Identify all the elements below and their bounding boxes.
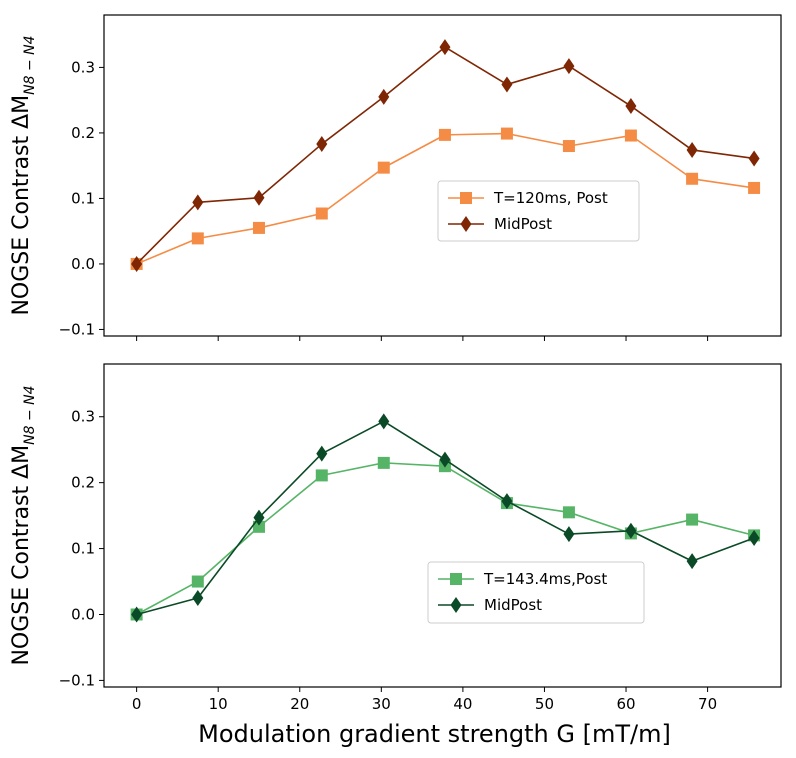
bottom-series-1-point <box>315 469 328 482</box>
bottom-xtick-label: 50 <box>535 695 554 713</box>
bottom-legend-marker-2 <box>450 597 462 613</box>
bottom-series-2-point <box>253 509 265 526</box>
top-series-2-point <box>748 150 760 167</box>
top-series-2-point <box>192 194 204 211</box>
bottom-ylabel-subscript: N8 − N4 <box>22 385 38 444</box>
bottom-series-1-point <box>252 520 265 533</box>
top-series-2-point <box>563 58 575 75</box>
bottom-series-2 <box>131 413 760 623</box>
bottom-series-1-point <box>686 513 699 526</box>
bottom-xtick-label: 70 <box>698 695 717 713</box>
bottom-axes-frame <box>103 363 782 688</box>
top-legend: T=120ms, Post MidPost <box>437 180 640 242</box>
bottom-ytick-label: 0.3 <box>71 408 95 426</box>
bottom-ylabel: NOGSE Contrast ΔMN8 − N4 <box>9 385 38 665</box>
top-series-1-point <box>500 127 513 140</box>
top-ytick-label: 0.2 <box>71 124 95 142</box>
bottom-ytick-label: 0.2 <box>71 474 95 492</box>
bottom-series-2-point <box>378 413 390 430</box>
top-series-2-point <box>501 76 513 93</box>
bottom-series-2-point <box>748 530 760 547</box>
bottom-series-2-point <box>501 493 513 510</box>
top-series-1-point <box>562 140 575 153</box>
bottom-series-1-point <box>562 506 575 519</box>
top-legend-marker-1 <box>460 192 472 204</box>
bottom-xtick-label: 10 <box>209 695 228 713</box>
top-series-2-point <box>131 255 143 272</box>
top-axes-frame <box>103 14 782 337</box>
top-series-1-point <box>252 221 265 234</box>
top-series-2-point <box>439 39 451 56</box>
bottom-xtick-label: 40 <box>453 695 472 713</box>
top-series-2-point <box>316 136 328 153</box>
top-series-2-point <box>378 88 390 105</box>
bottom-legend: T=143.4ms,Post MidPost <box>427 561 645 624</box>
bottom-series-2-point <box>625 522 637 539</box>
bottom-panel: −0.1 0.0 0.1 0.2 0.3 0 10 20 30 40 50 60 70 NOGSE Con… <box>9 363 782 748</box>
bottom-xtick-label: 0 <box>132 695 142 713</box>
top-series-1-point <box>315 207 328 220</box>
top-ylabel-main: NOGSE Contrast ΔM <box>9 95 34 316</box>
top-ytick-label: 0.0 <box>71 255 95 273</box>
bottom-ytick-label: 0.1 <box>71 540 95 558</box>
top-ylabel-subscript: N8 − N4 <box>22 35 38 94</box>
top-legend-box <box>437 180 640 242</box>
bottom-ylabel-main: NOGSE Contrast ΔM <box>9 445 34 666</box>
bottom-series-2-point <box>192 590 204 607</box>
bottom-legend-box <box>427 561 645 624</box>
bottom-legend-label-2: MidPost <box>484 596 542 614</box>
top-ytick-label: −0.1 <box>59 320 95 338</box>
top-series-1-point <box>438 128 451 141</box>
top-ytick-label: 0.1 <box>71 189 95 207</box>
top-series-2 <box>131 39 760 272</box>
bottom-xtick-label: 60 <box>616 695 635 713</box>
top-series-1-point <box>377 161 390 174</box>
bottom-series-2-point <box>439 451 451 468</box>
top-series-1-point <box>748 181 761 194</box>
top-series-1 <box>130 127 761 270</box>
top-panel: −0.1 0.0 0.1 0.2 0.3 NOGSE Contrast ΔMN8 − N4… <box>9 14 782 341</box>
top-series-2-point <box>686 141 698 158</box>
top-legend-label-1: T=120ms, Post <box>493 189 608 207</box>
bottom-xtick-label: 30 <box>372 695 391 713</box>
top-legend-label-2: MidPost <box>494 215 552 233</box>
top-ylabel: NOGSE Contrast ΔMN8 − N4 <box>9 35 38 315</box>
bottom-series-2-point <box>131 606 143 623</box>
bottom-series-2-point <box>316 445 328 462</box>
bottom-legend-marker-1 <box>450 573 462 585</box>
bottom-series-2-point <box>563 526 575 543</box>
top-legend-marker-2 <box>460 216 472 232</box>
top-series-1-point <box>191 232 204 245</box>
bottom-series-2-point <box>686 553 698 570</box>
bottom-xtick-label: 20 <box>290 695 309 713</box>
bottom-series-1-point <box>377 456 390 469</box>
bottom-series-1-point <box>191 575 204 588</box>
top-series-2-point <box>625 98 637 115</box>
top-series-1-point <box>686 172 699 185</box>
top-ytick-label: 0.3 <box>71 58 95 76</box>
top-series-2-point <box>253 189 265 206</box>
bottom-ytick-label: 0.0 <box>71 605 95 623</box>
bottom-xlabel: Modulation gradient strength G [mT/m] <box>198 720 671 748</box>
bottom-legend-label-1: T=143.4ms,Post <box>483 570 607 588</box>
top-series-1-point <box>624 129 637 142</box>
bottom-ytick-label: −0.1 <box>59 671 95 689</box>
